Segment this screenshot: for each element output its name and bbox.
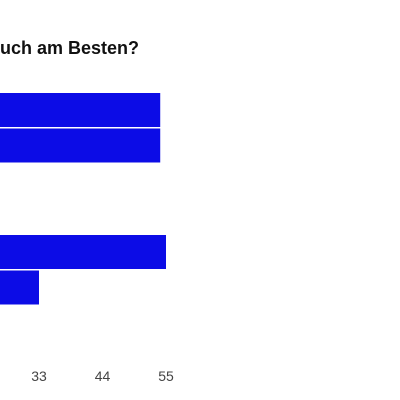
bar-5 — [0, 270, 39, 305]
bars-group — [0, 93, 166, 305]
x-axis-ticks: 33 44 55 — [31, 368, 174, 384]
bar-0 — [0, 93, 161, 127]
x-tick-label-1: 44 — [95, 368, 111, 384]
x-tick-label-0: 33 — [31, 368, 47, 384]
chart-title: uch am Besten? — [0, 38, 140, 58]
bar-4 — [0, 235, 166, 269]
x-tick-label-2: 55 — [158, 368, 174, 384]
bar-1 — [0, 128, 161, 163]
